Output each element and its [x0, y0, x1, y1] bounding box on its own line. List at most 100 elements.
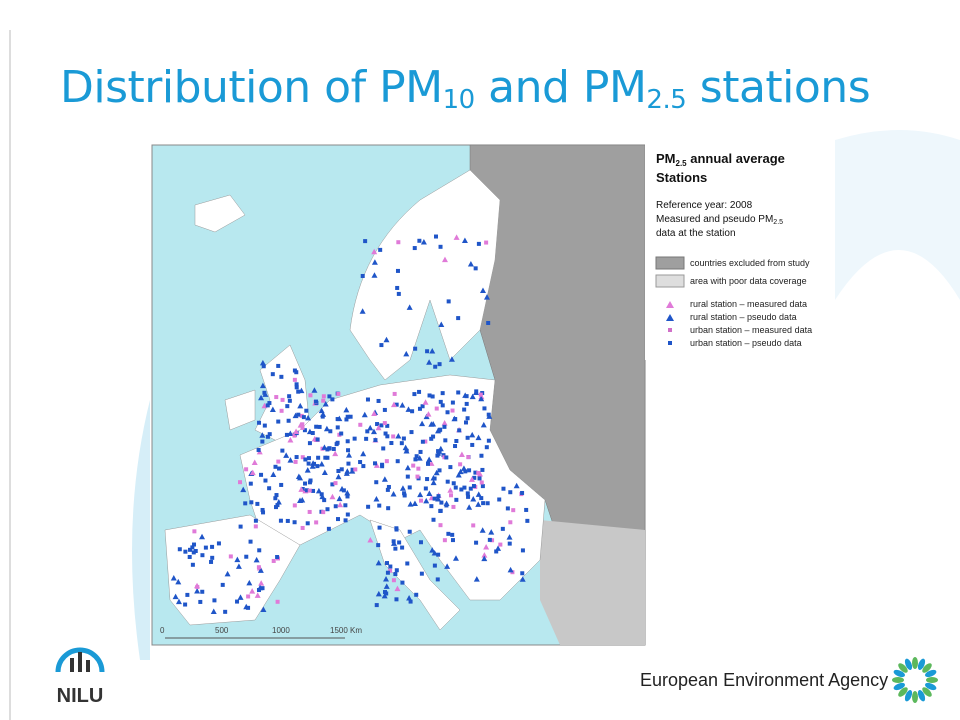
station: [335, 473, 342, 480]
station: [479, 453, 484, 458]
station: [345, 414, 350, 419]
station: [415, 474, 420, 479]
station: [200, 589, 205, 594]
logo-petal: [922, 687, 932, 697]
station: [437, 468, 442, 473]
station: [423, 497, 430, 504]
station: [210, 608, 217, 614]
station: [234, 556, 241, 563]
station: [420, 238, 427, 245]
station: [426, 456, 433, 462]
station: [259, 382, 266, 389]
station: [505, 506, 510, 511]
legend-swatch: [655, 256, 685, 270]
station: [416, 466, 421, 471]
station: [293, 459, 298, 464]
station: [303, 481, 308, 486]
station: [258, 394, 265, 401]
station: [471, 523, 476, 528]
station: [378, 247, 383, 252]
station: [433, 364, 438, 369]
logo-petal: [904, 658, 913, 670]
station: [302, 428, 307, 433]
station: [336, 391, 341, 396]
station: [248, 539, 253, 544]
station: [440, 391, 445, 396]
station: [185, 592, 190, 597]
station: [210, 544, 215, 549]
station: [418, 449, 423, 454]
station: [200, 553, 205, 558]
station: [267, 432, 272, 437]
station: [407, 529, 412, 534]
station: [277, 466, 282, 471]
station: [402, 493, 407, 498]
station: [360, 450, 367, 457]
station: [198, 599, 203, 604]
station: [429, 347, 436, 354]
station: [296, 412, 301, 417]
station: [314, 520, 319, 525]
station: [287, 457, 294, 463]
station: [192, 542, 197, 547]
station: [194, 587, 201, 594]
station: [279, 408, 284, 413]
station: [330, 397, 335, 402]
station: [391, 578, 396, 583]
station: [327, 446, 332, 451]
station: [406, 304, 413, 310]
station: [375, 590, 382, 597]
station: [519, 576, 526, 582]
station: [382, 421, 387, 426]
station: [465, 416, 470, 421]
title-subscript: 10: [442, 85, 476, 115]
station: [477, 476, 482, 481]
station: [473, 266, 478, 271]
logo-petal: [912, 691, 918, 703]
station: [430, 421, 437, 427]
decor-swoosh: [132, 400, 150, 660]
station: [444, 455, 449, 460]
station: [404, 464, 411, 471]
logo-petal: [912, 657, 918, 669]
station: [311, 387, 318, 393]
station: [296, 389, 301, 394]
poor-coverage: [540, 520, 645, 645]
station: [394, 527, 399, 532]
station: [397, 540, 402, 545]
station: [257, 584, 264, 591]
station: [285, 404, 290, 409]
station: [269, 406, 276, 413]
station: [299, 413, 304, 418]
station: [192, 529, 197, 534]
station: [430, 479, 437, 486]
station: [259, 359, 266, 366]
title-text: stations: [686, 62, 871, 113]
station: [437, 362, 442, 367]
station: [471, 484, 476, 489]
station: [336, 495, 343, 502]
station: [520, 571, 525, 576]
scale-bar: 0 500 1000 1500 Km: [160, 626, 362, 639]
station: [187, 554, 192, 559]
station: [390, 540, 397, 546]
station: [462, 485, 467, 490]
station: [501, 486, 506, 491]
station: [470, 442, 475, 447]
station: [408, 599, 413, 604]
station: [385, 570, 390, 575]
station: [384, 459, 389, 464]
station: [438, 244, 443, 249]
station: [345, 494, 350, 499]
station: [344, 417, 349, 422]
station: [435, 427, 442, 434]
station: [450, 400, 455, 405]
station: [367, 537, 374, 543]
station: [315, 464, 320, 469]
legend-symbol: [668, 341, 672, 345]
station: [466, 504, 473, 510]
station: [419, 420, 426, 427]
station: [238, 480, 243, 485]
station: [396, 240, 401, 245]
station: [328, 429, 333, 434]
